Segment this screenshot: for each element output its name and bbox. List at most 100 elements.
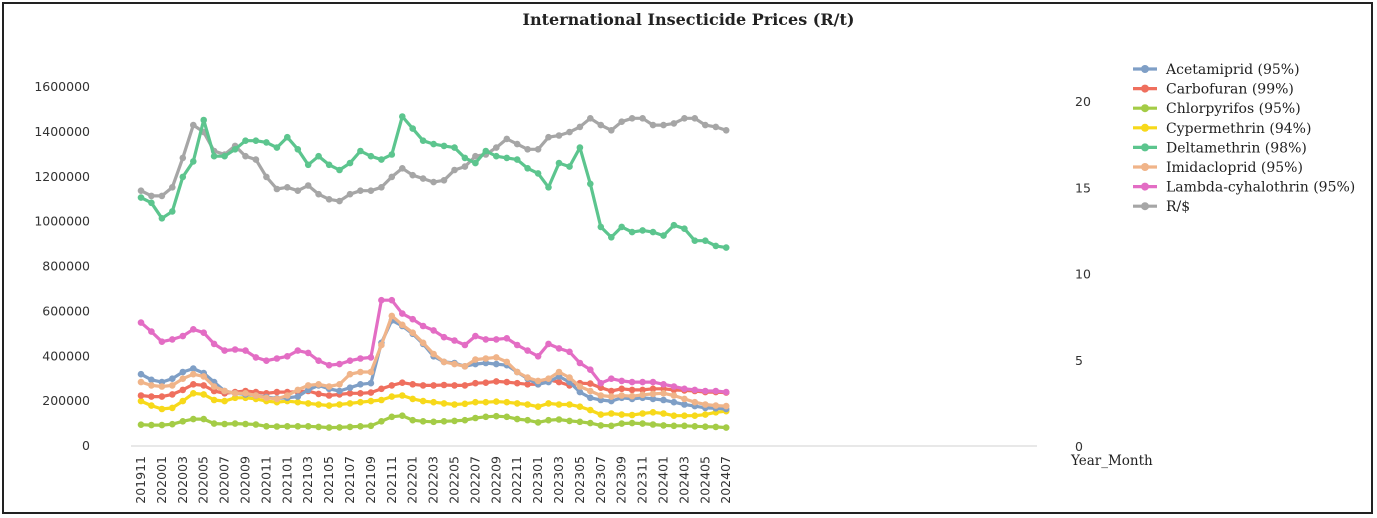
data-point xyxy=(388,413,396,421)
series-line xyxy=(140,116,727,203)
data-point xyxy=(639,378,646,386)
data-point xyxy=(555,159,563,167)
data-point xyxy=(419,322,427,330)
data-point xyxy=(493,398,500,405)
data-point xyxy=(545,416,552,424)
legend-swatch-marker xyxy=(1141,143,1149,152)
data-point xyxy=(555,345,563,352)
x-tick-label: 202007 xyxy=(217,456,232,504)
series-deltamethrin-98 xyxy=(137,113,730,251)
data-point xyxy=(367,187,375,194)
data-point xyxy=(472,414,479,422)
data-point xyxy=(346,159,354,167)
data-point xyxy=(482,379,490,387)
data-point xyxy=(263,394,270,402)
data-point xyxy=(472,152,479,160)
plot-area xyxy=(137,113,730,431)
data-point xyxy=(722,388,730,396)
data-point xyxy=(576,123,584,131)
legend-label: R/$ xyxy=(1166,199,1190,215)
data-point xyxy=(346,190,354,198)
data-point xyxy=(190,326,197,333)
data-point xyxy=(148,192,155,200)
legend-label: Carbofuran (99%) xyxy=(1166,82,1294,98)
x-tick-label: 202309 xyxy=(614,456,629,504)
data-point xyxy=(148,421,155,429)
data-point xyxy=(660,390,667,397)
data-point xyxy=(587,366,594,374)
data-point xyxy=(461,341,469,349)
data-point xyxy=(608,422,615,430)
data-point xyxy=(639,420,646,427)
data-point xyxy=(472,379,479,387)
data-point xyxy=(221,397,228,405)
x-axis-title: Year_Month xyxy=(1070,453,1153,469)
data-point xyxy=(628,419,636,427)
data-point xyxy=(409,416,417,424)
data-point xyxy=(555,368,563,376)
data-point xyxy=(148,402,155,409)
x-tick-label: 202203 xyxy=(426,456,441,504)
data-point xyxy=(409,329,417,337)
data-point xyxy=(670,221,678,229)
data-point xyxy=(608,127,615,134)
series-chlorpyrifos-95 xyxy=(137,412,730,431)
data-point xyxy=(503,413,511,421)
data-point xyxy=(461,363,469,370)
x-tick-label: 202311 xyxy=(635,456,650,504)
data-point xyxy=(670,422,678,430)
data-point xyxy=(399,379,406,387)
data-point xyxy=(378,296,385,304)
data-point xyxy=(670,398,678,406)
data-point xyxy=(691,237,699,244)
data-point xyxy=(242,420,249,428)
data-point xyxy=(367,422,375,430)
data-point xyxy=(179,332,187,340)
data-point xyxy=(534,419,542,426)
data-point xyxy=(419,382,427,389)
data-point xyxy=(419,175,427,182)
x-tick-label: 202307 xyxy=(593,456,608,504)
data-point xyxy=(169,208,176,215)
data-point xyxy=(169,420,176,428)
data-point xyxy=(618,385,625,393)
data-point xyxy=(409,395,417,403)
data-point xyxy=(221,420,228,428)
data-point xyxy=(294,393,302,400)
data-point xyxy=(534,146,542,153)
data-point xyxy=(451,417,458,425)
data-point xyxy=(597,392,605,399)
data-point xyxy=(597,379,605,387)
data-point xyxy=(503,378,511,386)
data-point xyxy=(440,418,448,425)
data-point xyxy=(190,370,197,378)
data-point xyxy=(628,386,636,394)
data-point xyxy=(524,165,531,172)
data-point xyxy=(388,296,396,304)
data-point xyxy=(200,382,207,389)
data-point xyxy=(649,378,657,386)
data-point xyxy=(200,116,207,124)
data-point xyxy=(451,360,458,368)
data-point xyxy=(357,423,364,430)
data-point xyxy=(179,368,187,376)
data-point xyxy=(649,385,657,393)
data-point xyxy=(263,173,270,181)
data-point xyxy=(649,390,657,398)
x-tick-label: 202407 xyxy=(718,456,733,504)
x-tick-label: 202103 xyxy=(300,456,315,504)
data-point xyxy=(388,151,396,158)
data-point xyxy=(534,403,542,411)
data-point xyxy=(618,223,625,231)
x-tick-label: 202001 xyxy=(154,456,169,504)
data-point xyxy=(399,310,406,317)
data-point xyxy=(691,398,699,406)
data-point xyxy=(513,341,521,349)
data-point xyxy=(681,115,688,122)
data-point xyxy=(576,144,584,151)
legend-label: Chlorpyrifos (95%) xyxy=(1166,101,1301,117)
data-point xyxy=(681,412,688,420)
data-point xyxy=(294,347,302,354)
data-point xyxy=(524,347,531,354)
legend-swatch-marker xyxy=(1141,123,1149,132)
